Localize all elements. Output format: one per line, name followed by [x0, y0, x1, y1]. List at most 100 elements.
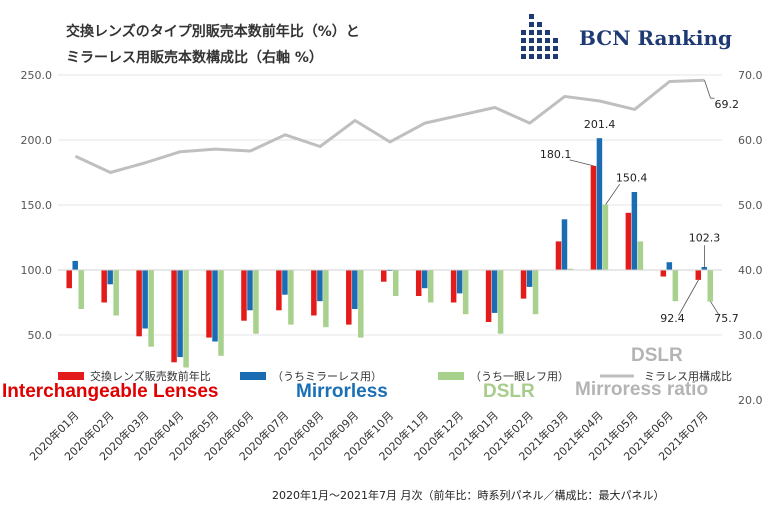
bar-series0: [450, 270, 457, 303]
overlay-dslr-label: DSLR: [483, 381, 535, 402]
bar-series0: [346, 270, 352, 325]
legend-label: （うち一眼レフ用）: [470, 370, 569, 383]
bar-series2: [462, 270, 469, 315]
label-leaders: [569, 80, 719, 316]
bar-series2: [672, 270, 679, 302]
right-axis-ticks: 70.0 60.0 50.0 40.0 30.0 20.0: [738, 69, 763, 407]
chart-title-line1: 交換レンズのタイプ別販売本数前年比（%）と: [66, 24, 360, 40]
data-labels: 180.1 201.4 150.4 102.3 92.4 75.7 69.2: [540, 98, 739, 325]
ratio-line: [74, 78, 705, 174]
leader-line: [605, 183, 621, 205]
bar-series0: [695, 270, 702, 280]
bar-series0: [276, 270, 282, 311]
data-label: 201.4: [584, 118, 616, 131]
bar-series0: [555, 241, 562, 270]
bar-series2: [602, 204, 609, 270]
bar-series2: [393, 270, 399, 296]
bar-series1: [247, 270, 253, 311]
legend-swatch: [438, 372, 464, 380]
bars: [66, 138, 714, 368]
logo-text: BCN Ranking: [579, 26, 732, 50]
legend-swatch: [58, 372, 84, 380]
bar-series2: [358, 270, 364, 338]
legend-label: （うちミラーレス用）: [272, 370, 382, 383]
bar-series1: [177, 270, 183, 358]
left-axis-ticks: 250.0 200.0 150.0 100.0 50.0: [21, 69, 53, 342]
bar-series2: [323, 270, 329, 328]
right-tick-label: 20.0: [738, 394, 763, 407]
overlay-dslr-line-label: DSLR: [631, 345, 683, 366]
bar-series0: [101, 270, 107, 303]
bar-series0: [590, 165, 597, 270]
bar-series0: [520, 270, 527, 299]
right-tick-label: 70.0: [738, 69, 763, 82]
bar-series1: [491, 270, 498, 313]
bar-series0: [136, 270, 142, 337]
leader-line: [678, 279, 699, 316]
bar-series2: [148, 270, 154, 347]
left-tick-label: 100.0: [21, 264, 53, 277]
right-tick-label: 50.0: [738, 199, 763, 212]
bar-series0: [241, 270, 247, 321]
bar-series1: [72, 260, 78, 270]
right-tick-label: 30.0: [738, 329, 763, 342]
right-tick-label: 40.0: [738, 264, 763, 277]
bar-series0: [660, 270, 667, 277]
bar-series1: [352, 270, 358, 309]
bar-series0: [625, 212, 632, 270]
bar-series1: [107, 270, 113, 285]
bar-series1: [142, 270, 148, 329]
bar-series1: [561, 219, 568, 270]
leader-line: [569, 159, 594, 167]
bar-series0: [381, 270, 387, 282]
bar-series1: [212, 270, 218, 342]
bar-series0: [66, 270, 72, 289]
legend-swatch: [240, 372, 266, 380]
data-label: 75.7: [714, 312, 739, 325]
bar-series1: [666, 262, 673, 270]
leader-line: [704, 80, 711, 99]
footnote: 2020年1月〜2021年7月 月次（前年比：時系列パネル／構成比：最大パネル）: [272, 489, 665, 502]
chart-title-line2: ミラーレス用販売本数構成比（右軸 %）: [66, 50, 323, 66]
leader-line: [710, 301, 719, 315]
bar-series1: [526, 270, 533, 287]
bar-series1: [456, 270, 463, 294]
bar-series0: [415, 270, 422, 296]
left-tick-label: 200.0: [21, 134, 53, 147]
bcn-ranking-logo: BCN Ranking: [519, 13, 734, 63]
grid-bars-logo-icon: [521, 14, 558, 59]
bar-series1: [701, 267, 708, 270]
legend-label: ミラレス用構成比: [644, 370, 732, 383]
bar-series1: [421, 270, 428, 289]
overlay-mirrorless-ratio-label: Mirroress ratio: [575, 379, 709, 400]
overlay-interchangeable-label: Interchangeable Lenses: [2, 381, 219, 402]
grid-lines: [58, 74, 722, 336]
left-tick-label: 250.0: [21, 69, 53, 82]
bar-series2: [183, 270, 189, 368]
left-tick-label: 50.0: [28, 329, 53, 342]
bar-series0: [171, 270, 177, 363]
bar-series0: [206, 270, 212, 338]
data-label: 69.2: [715, 98, 740, 111]
left-tick-label: 150.0: [21, 199, 53, 212]
bar-series2: [253, 270, 259, 334]
bar-series0: [311, 270, 317, 316]
data-label: 180.1: [540, 148, 572, 161]
x-axis-labels: 2020年01月2020年02月2020年03月2020年04月2020年05月…: [26, 408, 710, 463]
legend: 交換レンズ販売数前年比 （うちミラーレス用） （うち一眼レフ用） ミラレス用構成比: [58, 369, 732, 383]
bar-series2: [567, 268, 574, 270]
bar-series0: [485, 270, 492, 322]
bar-series2: [78, 270, 84, 309]
ratio-polyline: [74, 78, 705, 174]
bar-series2: [497, 270, 504, 334]
bar-series2: [113, 270, 119, 316]
overlay-mirrorless-label: Mirrorless: [296, 381, 388, 402]
bar-series1: [317, 270, 323, 302]
bar-series1: [596, 138, 603, 270]
bar-series2: [637, 241, 644, 270]
data-label: 102.3: [689, 231, 721, 244]
data-label: 150.4: [616, 172, 648, 185]
bar-series2: [532, 270, 539, 315]
bar-series1: [282, 270, 288, 295]
